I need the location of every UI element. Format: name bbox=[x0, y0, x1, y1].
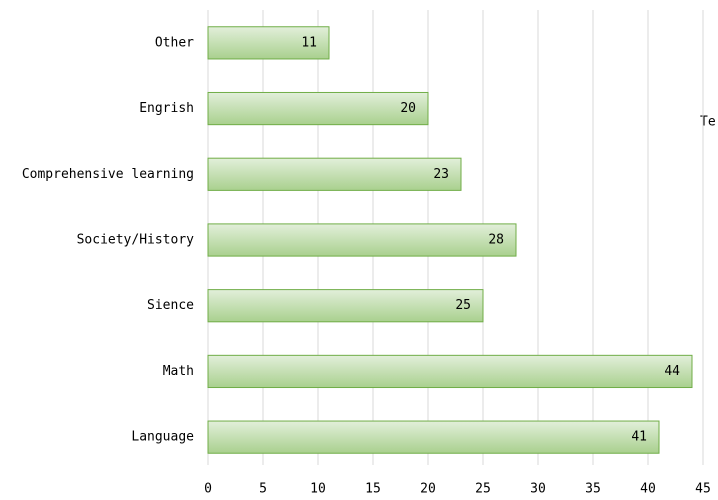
x-tick-label: 10 bbox=[310, 482, 326, 497]
bar bbox=[207, 157, 462, 191]
x-tick-label: 15 bbox=[365, 482, 381, 497]
bar bbox=[207, 354, 693, 389]
data-label: 23 bbox=[433, 167, 449, 182]
bar bbox=[207, 91, 429, 126]
x-tick-label: 35 bbox=[585, 482, 601, 497]
y-tick-label: Other bbox=[155, 35, 194, 50]
data-label: 41 bbox=[631, 430, 647, 445]
x-tick-label: 25 bbox=[475, 482, 491, 497]
x-tick-label: 20 bbox=[420, 482, 436, 497]
bar bbox=[207, 223, 517, 257]
bar bbox=[207, 420, 660, 454]
annotation: Te bbox=[700, 115, 716, 130]
data-label: 44 bbox=[664, 364, 680, 379]
data-label: 20 bbox=[400, 101, 416, 116]
x-tick-label: 45 bbox=[695, 482, 711, 497]
y-tick-label: Society/History bbox=[77, 233, 195, 248]
y-tick-label: Math bbox=[163, 364, 194, 379]
y-tick-label: Engrish bbox=[139, 101, 194, 116]
bar bbox=[207, 26, 330, 60]
x-tick-label: 5 bbox=[259, 482, 267, 497]
x-tick-label: 0 bbox=[204, 482, 212, 497]
x-tick-label: 30 bbox=[530, 482, 546, 497]
data-label: 11 bbox=[301, 35, 317, 50]
bar bbox=[207, 289, 484, 323]
y-tick-label: Comprehensive learning bbox=[22, 167, 194, 182]
data-label: 28 bbox=[488, 233, 504, 248]
data-label: 25 bbox=[455, 298, 471, 313]
y-tick-label: Language bbox=[131, 430, 194, 445]
y-tick-label: Sience bbox=[147, 298, 194, 313]
x-tick-label: 40 bbox=[640, 482, 656, 497]
